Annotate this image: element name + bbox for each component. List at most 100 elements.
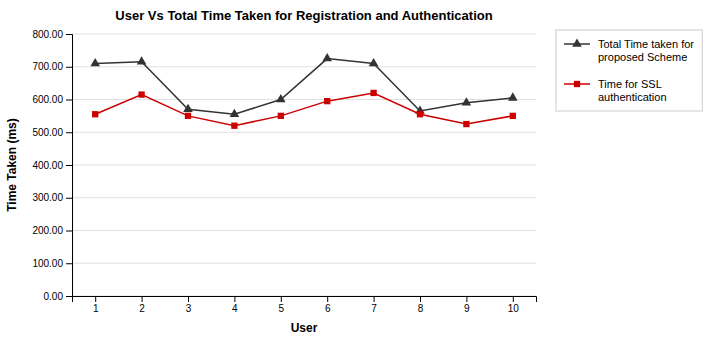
series-marker <box>230 109 240 117</box>
grid-line <box>72 66 536 67</box>
y-tick-mark <box>66 132 72 133</box>
x-tick: 9 <box>464 296 470 314</box>
legend-marker <box>572 38 582 46</box>
grid-line <box>72 132 536 133</box>
series-marker <box>508 92 518 100</box>
y-tick-label: 500.00 <box>32 127 63 138</box>
y-tick-mark <box>66 198 72 199</box>
series-line <box>95 93 513 126</box>
x-tick-mark <box>466 296 467 302</box>
y-tick-mark <box>66 296 72 297</box>
y-tick: 300.00 <box>32 192 72 203</box>
series-marker <box>231 123 237 129</box>
x-axis: 1 2 3 4 5 6 7 8 9 10 <box>73 296 537 314</box>
x-axis-title: User <box>291 321 318 335</box>
series-marker <box>417 111 423 117</box>
grid-line <box>72 197 536 198</box>
y-tick-mark <box>66 100 72 101</box>
legend-item: Time for SSLauthentication <box>564 78 667 103</box>
x-tick-mark <box>420 296 421 302</box>
series-marker <box>324 98 330 104</box>
y-axis-line <box>66 35 73 297</box>
legend: Total Time taken forproposed Scheme Time … <box>556 30 702 111</box>
series-marker <box>90 58 100 66</box>
x-tick-label: 3 <box>186 303 192 314</box>
x-tick-mark <box>188 296 189 302</box>
x-tick: 5 <box>279 296 285 314</box>
grid-line <box>72 263 536 264</box>
legend-marker <box>574 81 580 87</box>
y-tick: 200.00 <box>32 225 72 236</box>
y-tick-mark <box>66 165 72 166</box>
series-marker <box>462 97 472 105</box>
x-tick-mark <box>234 296 235 302</box>
series-marker <box>510 113 516 119</box>
x-tick: 3 <box>186 296 192 314</box>
y-tick-label: 700.00 <box>32 61 63 72</box>
grid-line <box>72 34 536 35</box>
chart: 123456789100.00100.00200.00300.00400.005… <box>0 0 716 342</box>
y-tick-label: 200.00 <box>32 225 63 236</box>
series-marker <box>137 56 147 64</box>
x-tick: 6 <box>325 296 331 314</box>
grid <box>72 34 536 296</box>
x-tick-label: 7 <box>371 303 377 314</box>
x-tick: 2 <box>139 296 145 314</box>
x-tick-label: 2 <box>139 303 145 314</box>
x-tick-label: 1 <box>93 303 99 314</box>
y-tick: 400.00 <box>32 160 72 171</box>
x-tick-mark <box>513 296 514 302</box>
x-tick-mark <box>95 296 96 302</box>
series-marker <box>463 121 469 127</box>
y-tick-mark <box>66 231 72 232</box>
x-tick-label: 9 <box>464 303 470 314</box>
y-tick-label: 300.00 <box>32 192 63 203</box>
grid-line <box>72 165 536 166</box>
y-axis-title: Time Taken (ms) <box>5 118 19 212</box>
series-marker <box>276 94 286 102</box>
y-tick-label: 0.00 <box>44 291 64 302</box>
y-axis: 0.00 100.00 200.00 300.00 400.00 500.00 600.00… <box>32 29 72 302</box>
y-tick-label: 800.00 <box>32 29 63 40</box>
x-tick: 7 <box>371 296 377 314</box>
series-marker <box>278 113 284 119</box>
x-tick: 10 <box>508 296 520 314</box>
y-tick-label: 400.00 <box>32 160 63 171</box>
x-tick-label: 6 <box>325 303 331 314</box>
x-tick: 8 <box>418 296 424 314</box>
series-marker <box>185 113 191 119</box>
series-marker <box>183 104 193 112</box>
legend-frame <box>556 30 702 111</box>
y-tick: 800.00 <box>32 29 72 40</box>
y-tick-mark <box>66 34 72 35</box>
x-tick-mark <box>142 296 143 302</box>
y-tick: 100.00 <box>32 258 72 269</box>
x-tick-label: 5 <box>279 303 285 314</box>
series-line <box>95 59 513 115</box>
y-tick-label: 600.00 <box>32 94 63 105</box>
x-tick: 1 <box>93 296 99 314</box>
y-tick: 600.00 <box>32 94 72 105</box>
legend-item: Total Time taken forproposed Scheme <box>564 38 694 63</box>
y-tick: 700.00 <box>32 61 72 72</box>
series-marker <box>369 58 379 66</box>
x-tick-label: 4 <box>232 303 238 314</box>
x-tick-label: 8 <box>418 303 424 314</box>
x-tick-mark <box>327 296 328 302</box>
series-marker <box>92 111 98 117</box>
grid-line <box>72 230 536 231</box>
series-marker <box>322 53 332 61</box>
y-tick-mark <box>66 263 72 264</box>
y-tick-mark <box>66 67 72 68</box>
y-tick: 0.00 <box>44 291 72 302</box>
marks <box>90 53 517 129</box>
x-axis-line <box>73 297 537 303</box>
plot-area: 123456789100.00100.00200.00300.00400.005… <box>32 29 536 314</box>
legend-label: Total Time taken forproposed Scheme <box>598 38 694 63</box>
x-tick-label: 10 <box>508 303 520 314</box>
y-tick-label: 100.00 <box>32 258 63 269</box>
title: User Vs Total Time Taken for Registratio… <box>115 8 492 23</box>
series-marker <box>370 90 376 96</box>
x-tick: 4 <box>232 296 238 314</box>
legend-label: Time for SSLauthentication <box>598 78 667 103</box>
